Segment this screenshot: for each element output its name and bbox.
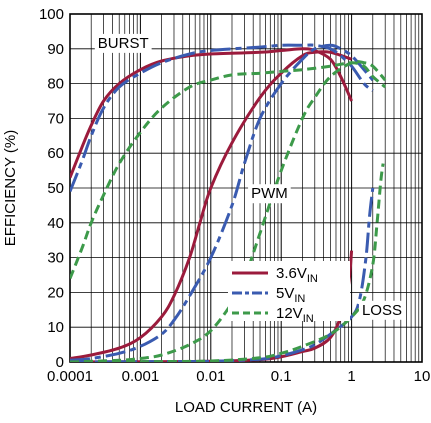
series-5VIN [70,43,375,362]
x-tick-label: 1 [347,368,355,385]
annotation-loss: LOSS [358,300,405,320]
y-tick-label: 30 [47,250,64,267]
y-tick-label: 70 [47,110,64,127]
annotation-background [358,300,405,320]
x-tick-label: 0.1 [271,368,292,385]
y-tick-label: 40 [47,215,64,232]
y-tick-label: 60 [47,145,64,162]
curve-5VIN-burst [70,43,374,193]
annotation-text: BURST [98,35,149,52]
y-tick-label: 80 [47,76,64,93]
legend-item: 3.6VIN [232,265,318,285]
y-axis-label: EFFICIENCY (%) [2,130,19,246]
legend-label: 3.6VIN [276,265,318,285]
legend-item: 5VIN [232,285,305,305]
curve-3.6VIN-pwm [70,50,353,360]
legend-background [228,261,350,321]
legend-label: 12VIN [276,305,314,325]
x-tick-label: 0.01 [196,368,225,385]
annotation-text: PWM [251,185,288,202]
y-tick-label: 50 [47,180,64,197]
y-tick-label: 0 [56,354,64,371]
curve-5VIN-pwm [70,43,374,362]
curve-5VIN-loss [70,187,375,362]
legend-label: 5VIN [276,285,305,305]
x-tick-label: 0.0001 [47,368,93,385]
curve-12VIN-pwm [70,60,387,362]
annotation-background [94,33,152,53]
annotations: BURST PWM LOSS [94,33,405,320]
x-axis-label: LOAD CURRENT (A) [175,399,317,416]
annotation-burst: BURST [94,33,152,53]
annotation-pwm: PWM [248,184,291,204]
series-12VIN [70,60,387,362]
y-tick-label: 100 [39,6,64,23]
annotation-background [248,184,291,204]
x-tick-label: 0.001 [122,368,160,385]
legend-item: 12VIN [232,305,314,325]
y-tick-label: 20 [47,284,64,301]
tick-labels: 0.0001 0.001 0.01 0.1 1 100102030405060708090… [39,6,430,385]
curve-12VIN-burst [70,61,387,280]
y-tick-label: 10 [47,319,64,336]
curve-3.6VIN-burst [70,47,353,179]
y-tick-label: 90 [47,41,64,58]
x-tick-label: 10 [414,368,431,385]
annotation-text: LOSS [362,302,402,319]
